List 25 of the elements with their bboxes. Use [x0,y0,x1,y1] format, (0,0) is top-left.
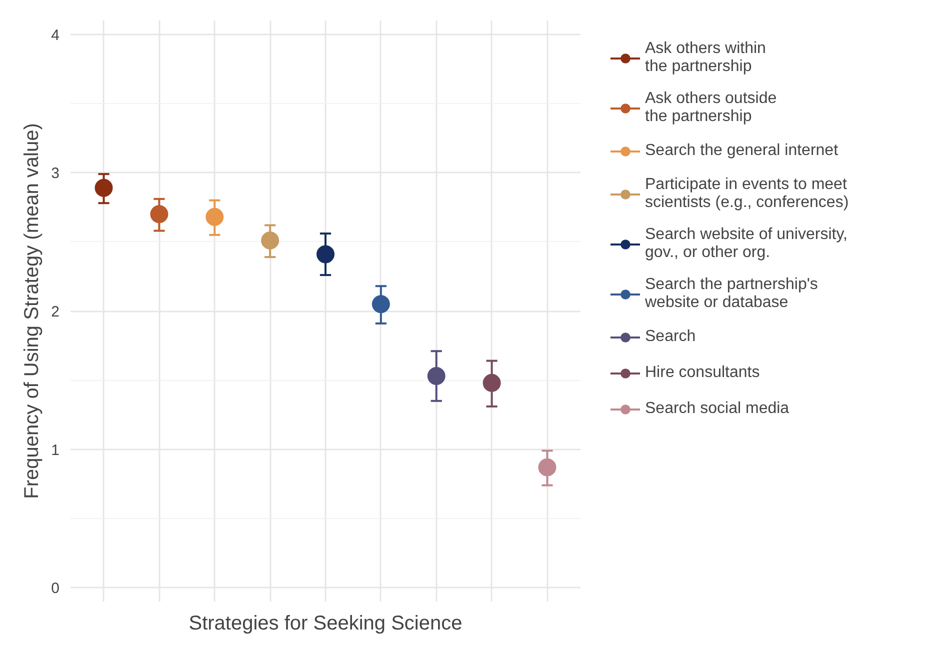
legend-label: Search social media [645,400,790,418]
point [427,367,446,385]
legend-label: Ask others within the partnership [645,40,766,76]
y-tick-label: 3 [51,165,60,182]
legend-label: Hire consultants [645,364,760,382]
legend-label: Participate in events to meet scientists (e.g., conferences) [645,176,849,212]
x-axis-title: Strategies for Seeking Science [188,612,462,634]
point [206,208,224,226]
point [316,245,334,264]
y-tick-label: 1 [51,442,60,459]
y-tick-label: 2 [51,304,60,320]
point [482,374,501,392]
y-tick-label: 0 [51,580,60,598]
legend-label: Ask others outside the partnership [645,90,777,126]
point [372,295,390,314]
y-tick-label: 4 [51,26,60,44]
legend-label: Search website of university, gov., or other org. [645,226,848,262]
legend-label: Search the partnership's website or database [645,276,818,312]
y-axis-title: Frequency of Using Strategy (mean value) [21,123,44,499]
point [261,231,280,250]
point [94,178,113,197]
legend-label: Search [645,328,696,346]
legend-label: Search the general internet [645,142,838,160]
point [538,458,556,476]
point [150,205,168,224]
